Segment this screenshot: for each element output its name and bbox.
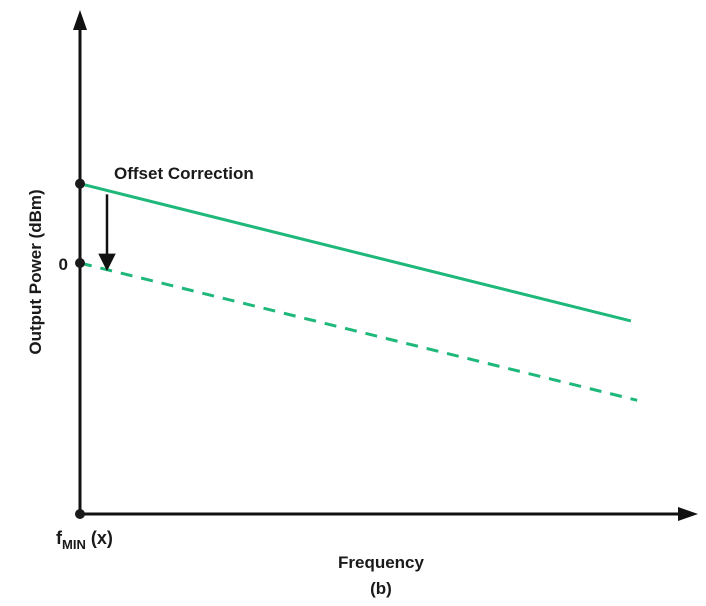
x-origin-label-suffix: (x): [86, 528, 113, 548]
y-axis-arrow-icon: [73, 10, 87, 30]
x-origin-label-sub: MIN: [62, 537, 86, 552]
chart-caption: (b): [370, 579, 392, 598]
x-origin-label: fMIN (x): [56, 528, 113, 552]
series-start-point-before: [75, 178, 85, 189]
series-line-after-offset: [79, 261, 638, 402]
x-axis-title: Frequency: [338, 553, 425, 572]
x-axis-arrow-icon: [678, 507, 698, 521]
offset-correction-label: Offset Correction: [114, 164, 254, 183]
y-tick-label: 0: [59, 255, 68, 274]
x-origin-label-main: f: [56, 528, 63, 548]
origin-point: [75, 509, 85, 519]
series-start-point-after: [75, 258, 85, 268]
y-axis-title: Output Power (dBm): [26, 189, 45, 354]
series-line-before-offset: [79, 182, 632, 323]
